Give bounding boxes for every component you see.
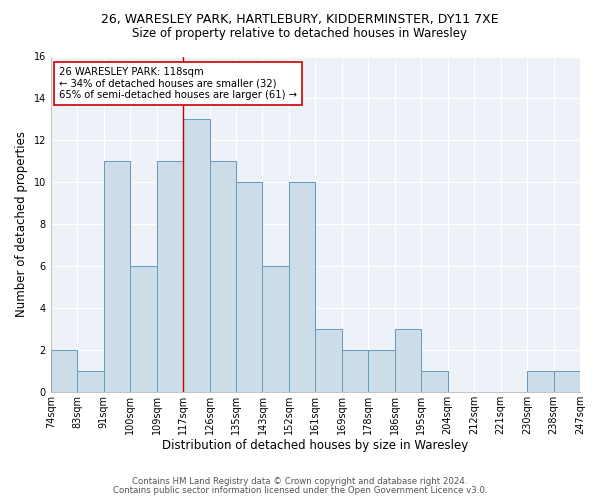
Text: 26 WARESLEY PARK: 118sqm
← 34% of detached houses are smaller (32)
65% of semi-d: 26 WARESLEY PARK: 118sqm ← 34% of detach… xyxy=(59,67,297,100)
Bar xyxy=(289,182,316,392)
Y-axis label: Number of detached properties: Number of detached properties xyxy=(15,131,28,317)
Bar xyxy=(183,120,209,392)
Bar xyxy=(421,371,448,392)
Bar xyxy=(527,371,554,392)
Text: Contains public sector information licensed under the Open Government Licence v3: Contains public sector information licen… xyxy=(113,486,487,495)
Bar xyxy=(262,266,289,392)
Bar xyxy=(342,350,368,392)
Bar xyxy=(236,182,262,392)
Bar xyxy=(209,162,236,392)
Bar xyxy=(316,329,342,392)
Bar xyxy=(130,266,157,392)
Bar xyxy=(395,329,421,392)
Text: 26, WARESLEY PARK, HARTLEBURY, KIDDERMINSTER, DY11 7XE: 26, WARESLEY PARK, HARTLEBURY, KIDDERMIN… xyxy=(101,12,499,26)
X-axis label: Distribution of detached houses by size in Waresley: Distribution of detached houses by size … xyxy=(162,440,469,452)
Bar xyxy=(554,371,580,392)
Bar xyxy=(77,371,104,392)
Bar xyxy=(157,162,183,392)
Text: Contains HM Land Registry data © Crown copyright and database right 2024.: Contains HM Land Registry data © Crown c… xyxy=(132,477,468,486)
Bar xyxy=(51,350,77,392)
Bar xyxy=(368,350,395,392)
Text: Size of property relative to detached houses in Waresley: Size of property relative to detached ho… xyxy=(133,28,467,40)
Bar xyxy=(104,162,130,392)
